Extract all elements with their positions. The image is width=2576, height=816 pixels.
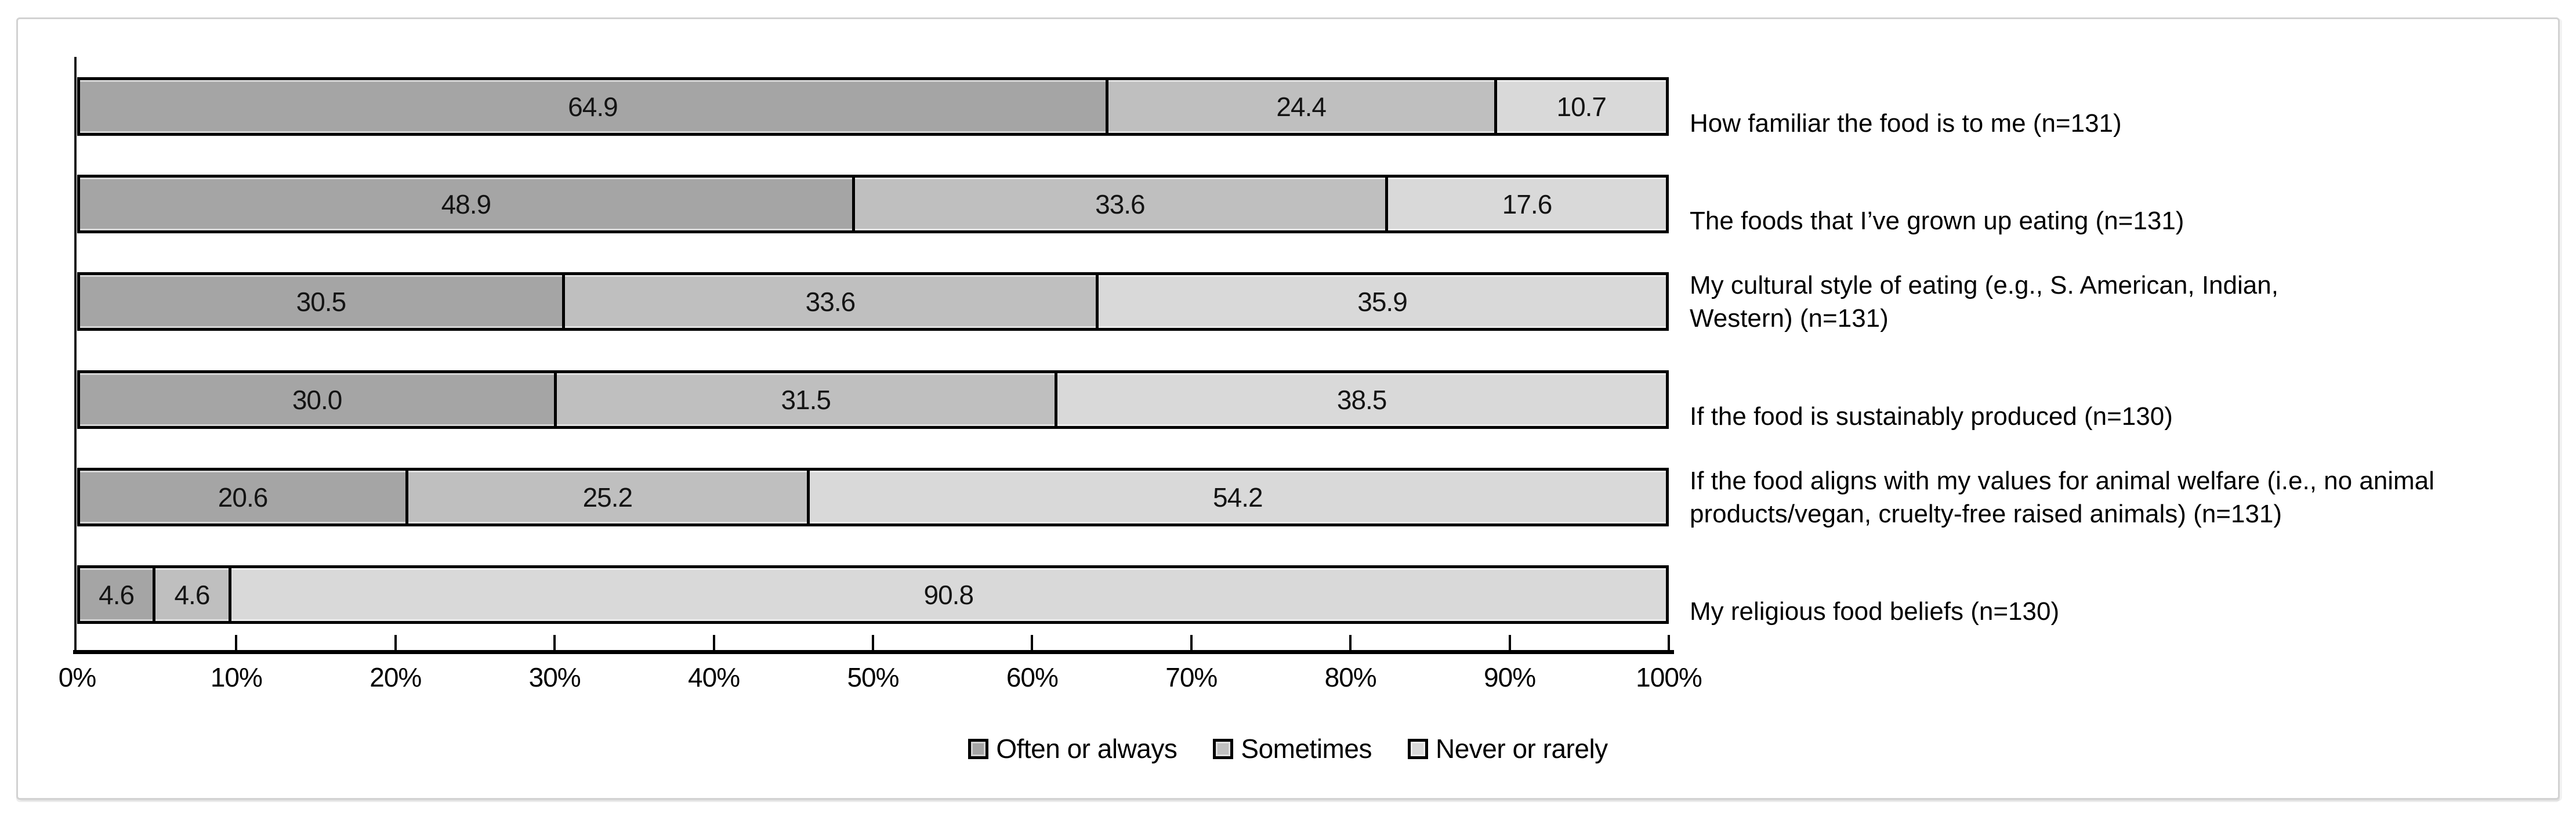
legend-item: Never or rarely [1407,733,1608,764]
bar-segment: 31.5 [554,373,1055,426]
legend-label: Often or always [996,734,1178,764]
category-label: My religious food beliefs (n=130) [1690,565,2560,628]
bar-value-label: 4.6 [99,579,135,610]
bar-value-label: 30.0 [292,384,343,415]
x-axis-tick [553,635,556,650]
y-axis-line [74,57,77,653]
x-axis-tick [1190,635,1193,650]
bar-segment: 30.5 [80,275,562,328]
category-label: If the food is sustainably produced (n=1… [1690,370,2560,433]
bar-segment: 33.6 [852,178,1386,230]
bar-row: 4.6 4.6 90.8 [77,565,1669,624]
bar-row: 20.6 25.2 54.2 [77,468,1669,526]
x-axis-line [73,650,1674,654]
category-label: How familiar the food is to me (n=131) [1690,77,2560,140]
bar-segment: 10.7 [1494,80,1666,133]
bar-value-label: 35.9 [1357,286,1408,317]
x-tick-label: 0% [58,662,96,692]
bar-value-label: 48.9 [441,189,492,219]
bar-row: 48.9 33.6 17.6 [77,175,1669,233]
bar-value-label: 31.5 [781,384,831,415]
bar-segment: 17.6 [1385,178,1666,230]
x-tick-label: 70% [1165,662,1218,692]
bar-value-label: 4.6 [174,579,210,610]
category-label-text: My cultural style of eating (e.g., S. Am… [1690,271,2278,333]
bar-value-label: 64.9 [568,91,618,122]
legend-swatch [968,738,989,759]
x-tick-label: 90% [1484,662,1536,692]
legend-swatch [1407,738,1428,759]
x-axis-tick [1508,635,1511,650]
x-tick-label: 100% [1636,662,1702,692]
legend: Often or always Sometimes Never or rarely [0,732,2576,765]
bar-value-label: 17.6 [1502,189,1553,219]
bar-segment: 35.9 [1096,275,1666,328]
category-label-text: How familiar the food is to me (n=131) [1690,109,2122,138]
bar-segment: 4.6 [80,568,153,621]
bar-segment: 48.9 [80,178,852,230]
category-label-text: If the food aligns with my values for an… [1690,467,2434,528]
bar-value-label: 24.4 [1276,91,1327,122]
legend-item: Often or always [968,733,1178,764]
bar-segment: 64.9 [80,80,1106,133]
bar-row: 30.5 33.6 35.9 [77,272,1669,331]
bar-value-label: 54.2 [1213,482,1263,512]
bar-segment: 20.6 [80,471,406,523]
category-label: If the food aligns with my values for an… [1690,467,2560,530]
bar-segment: 54.2 [806,471,1666,523]
bar-value-label: 90.8 [923,579,974,610]
x-tick-label: 20% [369,662,422,692]
bar-segment: 24.4 [1105,80,1494,133]
x-axis-tick [1031,635,1034,650]
category-label-text: If the food is sustainably produced (n=1… [1690,402,2173,431]
legend-item: Sometimes [1213,733,1372,764]
bar-segment: 25.2 [405,471,807,523]
legend-label: Sometimes [1241,734,1372,764]
bar-value-label: 33.6 [805,286,856,317]
x-tick-label: 80% [1324,662,1377,692]
x-tick-label: 10% [210,662,263,692]
category-label-text: My religious food beliefs (n=130) [1690,597,2060,626]
bar-value-label: 20.6 [218,482,269,512]
bar-value-label: 38.5 [1336,384,1387,415]
x-axis-tick [872,635,874,650]
x-axis-tick [394,635,397,650]
legend-label: Never or rarely [1435,734,1608,764]
legend-swatch [1213,738,1234,759]
bar-row: 30.0 31.5 38.5 [77,370,1669,429]
x-tick-label: 40% [688,662,740,692]
bar-segment: 4.6 [153,568,229,621]
bar-value-label: 33.6 [1095,189,1146,219]
x-tick-label: 60% [1006,662,1059,692]
bar-value-label: 10.7 [1556,91,1607,122]
bar-segment: 30.0 [80,373,555,426]
x-axis-tick [1349,635,1352,650]
bar-segment: 90.8 [228,568,1666,621]
category-label: My cultural style of eating (e.g., S. Am… [1690,271,2560,335]
bar-segment: 33.6 [561,275,1096,328]
x-tick-label: 50% [847,662,899,692]
bar-value-label: 30.5 [296,286,347,317]
x-tick-label: 30% [528,662,581,692]
x-axis-tick [712,635,715,650]
bar-value-label: 25.2 [582,482,633,512]
bar-row: 64.9 24.4 10.7 [77,77,1669,136]
category-label-text: The foods that I’ve grown up eating (n=1… [1690,207,2184,235]
x-axis-tick [1668,635,1670,650]
x-axis-tick [235,635,238,650]
category-label: The foods that I’ve grown up eating (n=1… [1690,175,2560,237]
bar-segment: 38.5 [1055,373,1666,426]
